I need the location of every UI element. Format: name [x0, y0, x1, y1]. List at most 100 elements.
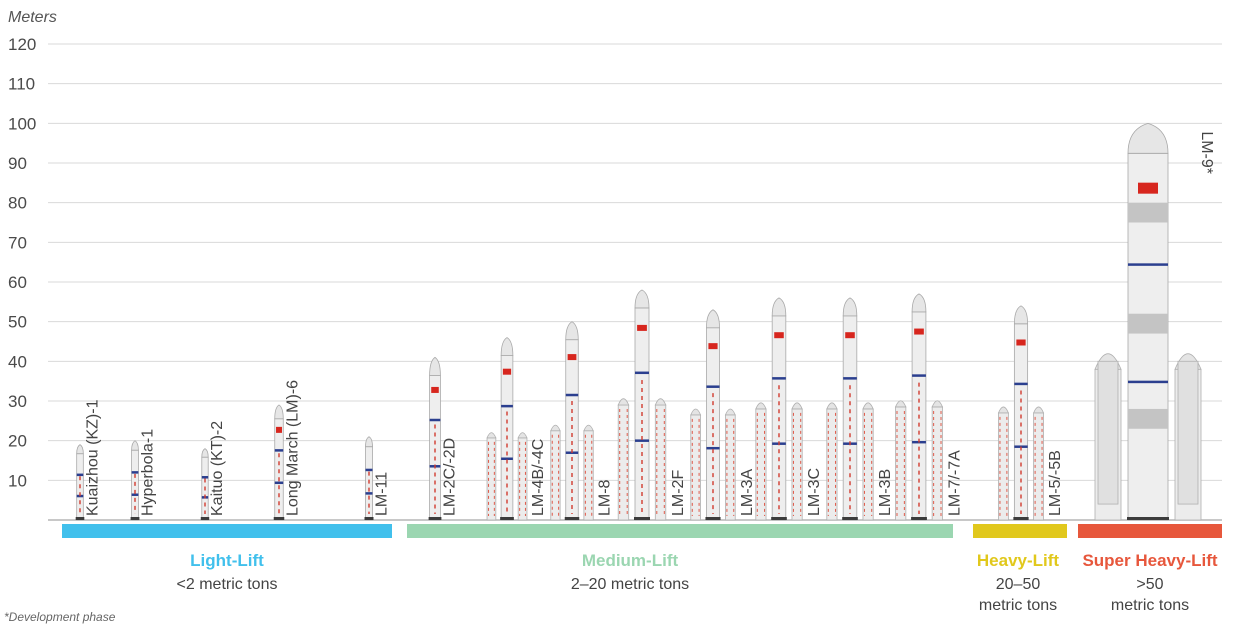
rocket-nose	[772, 298, 786, 316]
booster-nose	[655, 399, 666, 405]
category-name: Super Heavy-Lift	[1050, 551, 1234, 571]
rocket-name-label: LM-2C/-2D	[441, 438, 458, 516]
rocket-name-label: LM-3A	[739, 469, 756, 516]
rocket-bar	[551, 322, 594, 520]
booster-nose	[998, 407, 1008, 413]
rocket-bar	[201, 449, 209, 520]
booster-nose	[518, 433, 527, 438]
rocket-name-label: LM-7/-7A	[946, 450, 963, 516]
category-description: >50 metric tons	[1050, 574, 1234, 616]
flag	[568, 354, 577, 360]
footnote: *Development phase	[4, 610, 115, 624]
rocket-name-label: Long March (LM)-6	[284, 380, 301, 516]
booster-nose	[792, 403, 802, 409]
flag	[774, 332, 784, 338]
y-tick-label: 100	[8, 114, 36, 133]
category-description-line: metric tons	[1050, 595, 1234, 616]
booster-nose	[551, 425, 560, 431]
engine	[565, 517, 580, 520]
y-tick-label: 40	[8, 352, 27, 371]
engine	[365, 517, 374, 520]
category-description: <2 metric tons	[127, 574, 327, 595]
engine	[634, 517, 650, 520]
category-name: Medium-Lift	[530, 551, 730, 571]
booster	[1098, 361, 1118, 504]
stage-band	[706, 385, 719, 388]
stage-band	[77, 474, 84, 477]
y-tick-label: 50	[8, 313, 27, 332]
category-band	[407, 524, 953, 538]
rocket-name-label: LM-9*	[1198, 131, 1215, 174]
stage-band	[1128, 314, 1168, 334]
stage-band	[1128, 381, 1168, 384]
stage-band	[635, 372, 649, 375]
category-band	[1078, 524, 1222, 538]
stage-band	[566, 394, 579, 397]
flag	[503, 369, 511, 375]
engine	[76, 517, 85, 520]
booster-nose	[756, 403, 766, 409]
engine	[500, 517, 514, 520]
booster	[1178, 361, 1198, 504]
engine	[1127, 517, 1169, 520]
category-band	[973, 524, 1067, 538]
stage-band	[132, 471, 139, 474]
y-tick-label: 70	[8, 233, 27, 252]
rocket-bar	[998, 306, 1043, 520]
stage-band	[706, 447, 719, 450]
rocket-nose	[275, 405, 284, 419]
rocket-bar	[131, 441, 140, 520]
rocket-nose	[501, 338, 513, 356]
booster-nose	[895, 401, 905, 407]
stage-band	[1014, 383, 1027, 386]
rocket-bar	[895, 294, 942, 520]
booster	[551, 431, 560, 520]
rocket-nose	[77, 445, 84, 454]
rocket-bar	[274, 405, 285, 520]
flag	[845, 332, 855, 338]
engine	[274, 517, 285, 520]
stage-band	[430, 419, 441, 422]
rocket-bar	[429, 357, 442, 520]
rocket-nose	[366, 437, 373, 447]
stage-band	[202, 476, 208, 479]
engine	[201, 517, 209, 520]
engine	[911, 517, 927, 520]
rocket-name-label: LM-4B/-4C	[530, 439, 547, 516]
flag	[914, 329, 924, 335]
rocket-bar	[756, 298, 802, 520]
y-tick-label: 120	[8, 35, 36, 54]
flag	[1138, 183, 1158, 194]
rocket-nose	[912, 294, 926, 312]
stage-band	[1128, 203, 1168, 223]
booster-nose	[691, 409, 701, 415]
rocket-nose	[1128, 123, 1168, 153]
flag	[1016, 339, 1025, 345]
stage-band	[275, 449, 284, 452]
booster-nose	[487, 433, 496, 438]
booster-nose	[584, 425, 593, 431]
rocket-name-label: Kaituo (KT)-2	[209, 421, 226, 516]
y-tick-label: 80	[8, 194, 27, 213]
rocket-bar	[76, 445, 85, 520]
rocket-nose	[843, 298, 857, 316]
rocket-nose	[635, 290, 649, 308]
y-tick-label: 60	[8, 273, 27, 292]
stage-band	[843, 377, 857, 380]
y-tick-label: 110	[8, 75, 35, 94]
rocket-name-label: LM-3C	[806, 468, 823, 516]
stage-band	[772, 377, 786, 380]
engine	[131, 517, 140, 520]
category-name: Light-Lift	[127, 551, 327, 571]
rocket-labels: Kuaizhou (KZ)-1 Hyperbola-1 Kaituo (KT)-2 L…	[84, 131, 1215, 516]
rocket-name-label: LM-8	[597, 479, 614, 516]
booster-nose	[618, 399, 629, 405]
flag	[276, 427, 282, 433]
category-band	[62, 524, 392, 538]
category-description-line: >50	[1050, 574, 1234, 595]
stage-band	[1128, 263, 1168, 266]
booster-nose	[932, 401, 942, 407]
rocket-nose	[706, 310, 719, 328]
rocket-bar	[487, 338, 527, 520]
